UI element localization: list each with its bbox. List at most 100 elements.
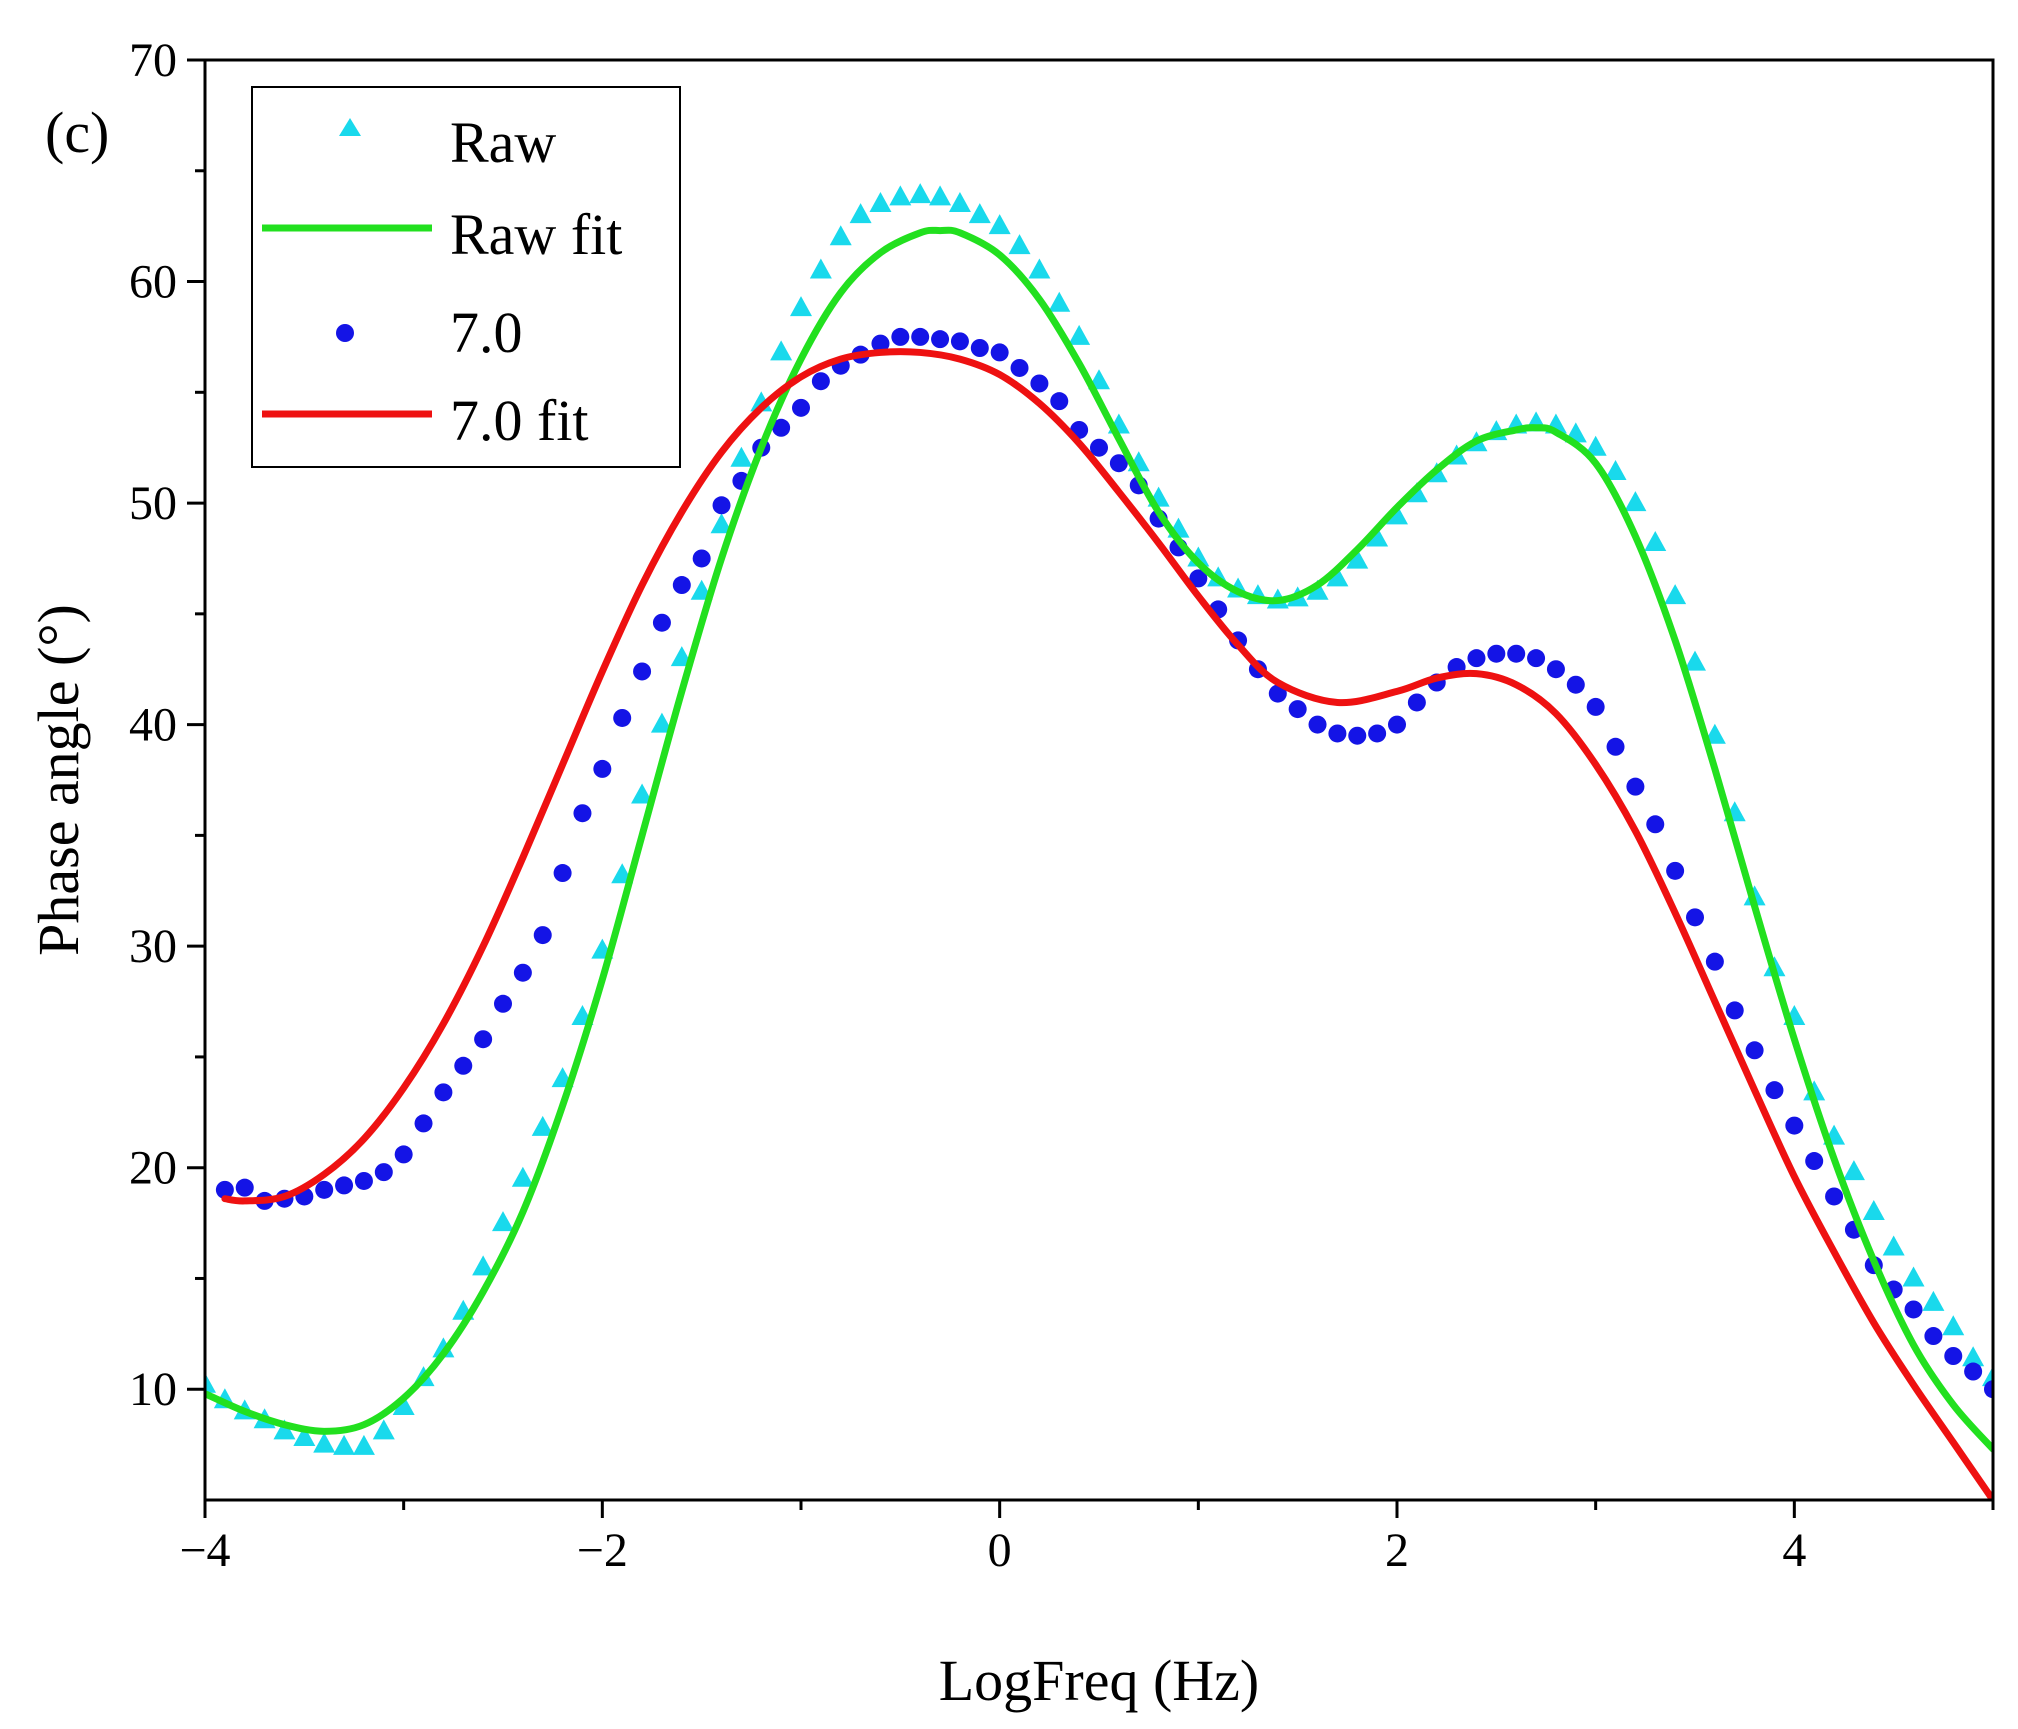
raw-data-point bbox=[205, 1372, 216, 1393]
ticks-layer: −4 −2 0 2 4 10 20 30 40 50 60 70 bbox=[129, 34, 1995, 1577]
ph7-data-point bbox=[1308, 715, 1327, 734]
raw-data-point bbox=[1386, 504, 1408, 525]
raw-data-point bbox=[273, 1419, 296, 1440]
raw-data-point bbox=[770, 340, 793, 361]
raw-data-point bbox=[1326, 566, 1349, 587]
legend: Raw Raw fit 7.0 7.0 fit bbox=[251, 86, 681, 468]
ph7-data-point bbox=[374, 1163, 393, 1182]
plot-frame bbox=[203, 58, 1995, 1502]
ph7-data-point bbox=[1288, 700, 1307, 719]
legend-box bbox=[251, 86, 681, 468]
ph7-data-point bbox=[414, 1114, 433, 1133]
raw-data-point bbox=[948, 192, 971, 212]
ph7-data-point bbox=[792, 398, 810, 417]
ph7-data-point bbox=[1109, 454, 1128, 473]
raw-data-point bbox=[372, 1419, 395, 1440]
raw-data-point bbox=[631, 783, 654, 804]
ph7-data-point bbox=[1586, 697, 1605, 716]
raw-data-point bbox=[352, 1434, 375, 1455]
ph7-data-point bbox=[394, 1145, 413, 1164]
raw-data-point bbox=[1306, 579, 1329, 600]
y-tick-label: 70 bbox=[129, 34, 177, 87]
ph7-data-point bbox=[1646, 815, 1665, 834]
ph7-data-point bbox=[533, 926, 552, 945]
ph7-data-point bbox=[891, 327, 910, 346]
raw-data-point bbox=[1604, 460, 1627, 481]
y-tick-label: 50 bbox=[129, 477, 177, 530]
panel-label: (c) bbox=[45, 100, 109, 165]
raw-data-point bbox=[531, 1115, 554, 1136]
ph7-data-point bbox=[434, 1083, 453, 1102]
ph7-data-point bbox=[1566, 675, 1585, 694]
x-axis-title: LogFreq (Hz) bbox=[939, 1648, 1260, 1713]
raw-data-point bbox=[1644, 530, 1667, 551]
raw-data-point bbox=[492, 1211, 514, 1232]
raw-data-point bbox=[1366, 526, 1389, 547]
y-axis-title: Phase angle (°) bbox=[26, 604, 91, 956]
raw-data-point bbox=[809, 258, 832, 279]
raw-data-point bbox=[988, 214, 1011, 235]
raw-data-point bbox=[1882, 1235, 1905, 1256]
ph7-data-point bbox=[772, 418, 791, 437]
ph7-data-point bbox=[1924, 1327, 1943, 1346]
raw-data-point bbox=[392, 1394, 415, 1415]
ph7-data-point bbox=[1090, 438, 1108, 457]
ph7-data-point bbox=[990, 343, 1009, 362]
raw-data-point bbox=[511, 1166, 534, 1187]
ph7-data-point bbox=[1725, 1001, 1744, 1020]
legend-label-7-0: 7.0 bbox=[450, 300, 523, 365]
raw-data-point bbox=[1962, 1346, 1985, 1367]
raw-data-point bbox=[1048, 291, 1071, 312]
ph7-data-point bbox=[494, 994, 512, 1013]
raw-data-point bbox=[730, 446, 753, 467]
raw-data-point bbox=[333, 1434, 356, 1455]
ph7-data-point bbox=[215, 1180, 234, 1199]
x-tick-label: 0 bbox=[988, 1524, 1012, 1577]
raw-data-point bbox=[849, 203, 872, 224]
ph7-data-point bbox=[1984, 1380, 1993, 1399]
ph7-data-point bbox=[1388, 715, 1406, 734]
raw-data-point bbox=[790, 296, 812, 317]
raw-data-point bbox=[472, 1255, 495, 1276]
raw-data-point bbox=[293, 1425, 316, 1446]
raw-data-point bbox=[1346, 548, 1369, 569]
raw-data-point bbox=[710, 513, 733, 534]
ph7-data-point bbox=[1010, 358, 1029, 377]
raw-data-point bbox=[829, 225, 852, 246]
ph7-data-point bbox=[335, 1176, 354, 1195]
legend-label-7-0-fit: 7.0 fit bbox=[450, 388, 589, 453]
raw-fit-line bbox=[205, 226, 1993, 1453]
ph7-data-point bbox=[911, 327, 930, 346]
ph7-data-point bbox=[1368, 724, 1387, 743]
raw-data-point bbox=[1008, 234, 1031, 255]
ph7-data-point bbox=[235, 1178, 254, 1197]
ph7-data-point bbox=[1626, 777, 1645, 796]
ph7-data-point bbox=[811, 372, 830, 391]
ph7-data-point bbox=[573, 804, 592, 823]
ph7-data-point bbox=[1745, 1041, 1764, 1060]
x-tick-label: 2 bbox=[1385, 1524, 1409, 1577]
raw-data-point bbox=[1862, 1200, 1885, 1220]
raw-data-point bbox=[1902, 1266, 1925, 1287]
raw-data-point bbox=[432, 1337, 455, 1358]
y-tick-label: 20 bbox=[129, 1142, 177, 1195]
ph7-data-point bbox=[1407, 693, 1426, 712]
ph7-data-point bbox=[1050, 392, 1069, 411]
raw-data-point bbox=[1028, 258, 1051, 279]
ph7-data-point bbox=[1964, 1362, 1983, 1381]
legend-marker-7-0 bbox=[336, 324, 354, 342]
ph7-data-point bbox=[692, 549, 711, 568]
ph7-data-point bbox=[1546, 660, 1565, 679]
ph7-data-point bbox=[1705, 952, 1724, 971]
raw-data-point bbox=[889, 185, 912, 206]
ph7-data-point bbox=[1765, 1081, 1784, 1100]
ph7-data-point bbox=[950, 332, 969, 351]
x-tick-label: −2 bbox=[577, 1524, 628, 1577]
legend-label-raw-fit: Raw fit bbox=[450, 202, 622, 267]
ph7-data-point bbox=[315, 1180, 334, 1199]
ph7-data-point bbox=[712, 496, 731, 515]
raw-data-point bbox=[1684, 650, 1706, 671]
y-tick-label: 40 bbox=[129, 699, 177, 752]
ph7-data-point bbox=[1686, 908, 1704, 927]
